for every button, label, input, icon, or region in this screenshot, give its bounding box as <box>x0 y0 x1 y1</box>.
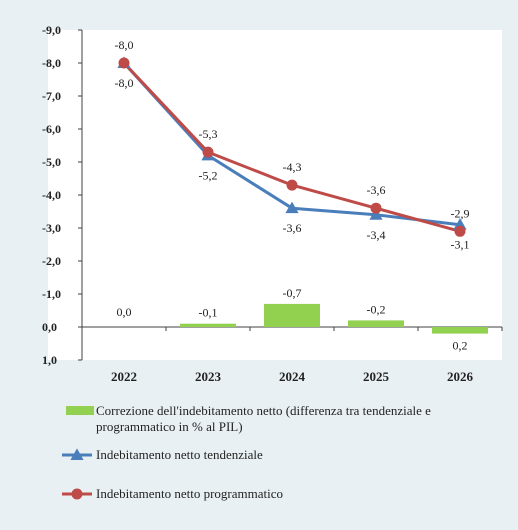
y-tick-label: 0,0 <box>42 320 57 334</box>
legend-label-correzione: programmatico in % al PIL) <box>96 419 243 434</box>
series-tendenziale-data-label: -3,1 <box>451 238 470 252</box>
series-programmatico-data-label: -2,9 <box>451 206 470 220</box>
series-tendenziale-data-label: -5,2 <box>199 168 218 182</box>
series-programmatico-point <box>202 146 214 158</box>
bar-data-label: 0,2 <box>453 339 468 353</box>
x-tick-label: 2024 <box>279 369 306 384</box>
series-programmatico-point <box>454 225 466 237</box>
bar <box>432 327 488 334</box>
y-tick-label: -5,0 <box>42 155 61 169</box>
x-tick-label: 2023 <box>195 369 222 384</box>
x-tick-label: 2026 <box>447 369 474 384</box>
y-tick-label: -7,0 <box>42 89 61 103</box>
series-programmatico-data-label: -5,3 <box>199 127 218 141</box>
legend-swatch-programmatico-marker <box>71 488 83 500</box>
y-tick-label: -4,0 <box>42 188 61 202</box>
series-programmatico-point <box>370 202 382 214</box>
legend-label-programmatico: Indebitamento netto programmatico <box>96 486 283 501</box>
legend-swatch-tendenziale-marker <box>70 448 84 460</box>
bar-data-label: -0,7 <box>283 286 302 300</box>
series-tendenziale-point <box>453 218 467 230</box>
legend-label-tendenziale: Indebitamento netto tendenziale <box>96 447 263 462</box>
y-tick-label: -8,0 <box>42 56 61 70</box>
y-tick-label: -6,0 <box>42 122 61 136</box>
y-tick-label: -1,0 <box>42 287 61 301</box>
bar-data-label: -0,1 <box>199 306 218 320</box>
series-tendenziale-point <box>285 201 299 214</box>
series-programmatico-point <box>286 179 298 191</box>
series-programmatico-data-label: -4,3 <box>283 160 302 174</box>
series-tendenziale-point <box>369 208 383 220</box>
legend-label-correzione: Correzione dell'indebitamento netto (dif… <box>96 403 431 418</box>
y-tick-label: -2,0 <box>42 254 61 268</box>
bar <box>264 303 320 327</box>
bar-data-label: 0,0 <box>117 305 132 319</box>
series-tendenziale-data-label: -8,0 <box>115 76 134 90</box>
y-tick-label: 1,0 <box>42 353 57 367</box>
y-tick-label: -9,0 <box>42 23 61 37</box>
bar-data-label: -0,2 <box>367 302 386 316</box>
bar <box>180 323 236 327</box>
series-programmatico-point <box>118 57 130 69</box>
legend-swatch-correzione <box>66 406 94 415</box>
y-tick-label: -3,0 <box>42 221 61 235</box>
bar <box>348 320 404 327</box>
series-tendenziale-data-label: -3,4 <box>367 228 386 242</box>
series-programmatico-data-label: -8,0 <box>115 38 134 52</box>
x-tick-label: 2022 <box>111 369 137 384</box>
series-programmatico-data-label: -3,6 <box>367 183 386 197</box>
x-tick-label: 2025 <box>363 369 390 384</box>
series-tendenziale-data-label: -3,6 <box>283 221 302 235</box>
